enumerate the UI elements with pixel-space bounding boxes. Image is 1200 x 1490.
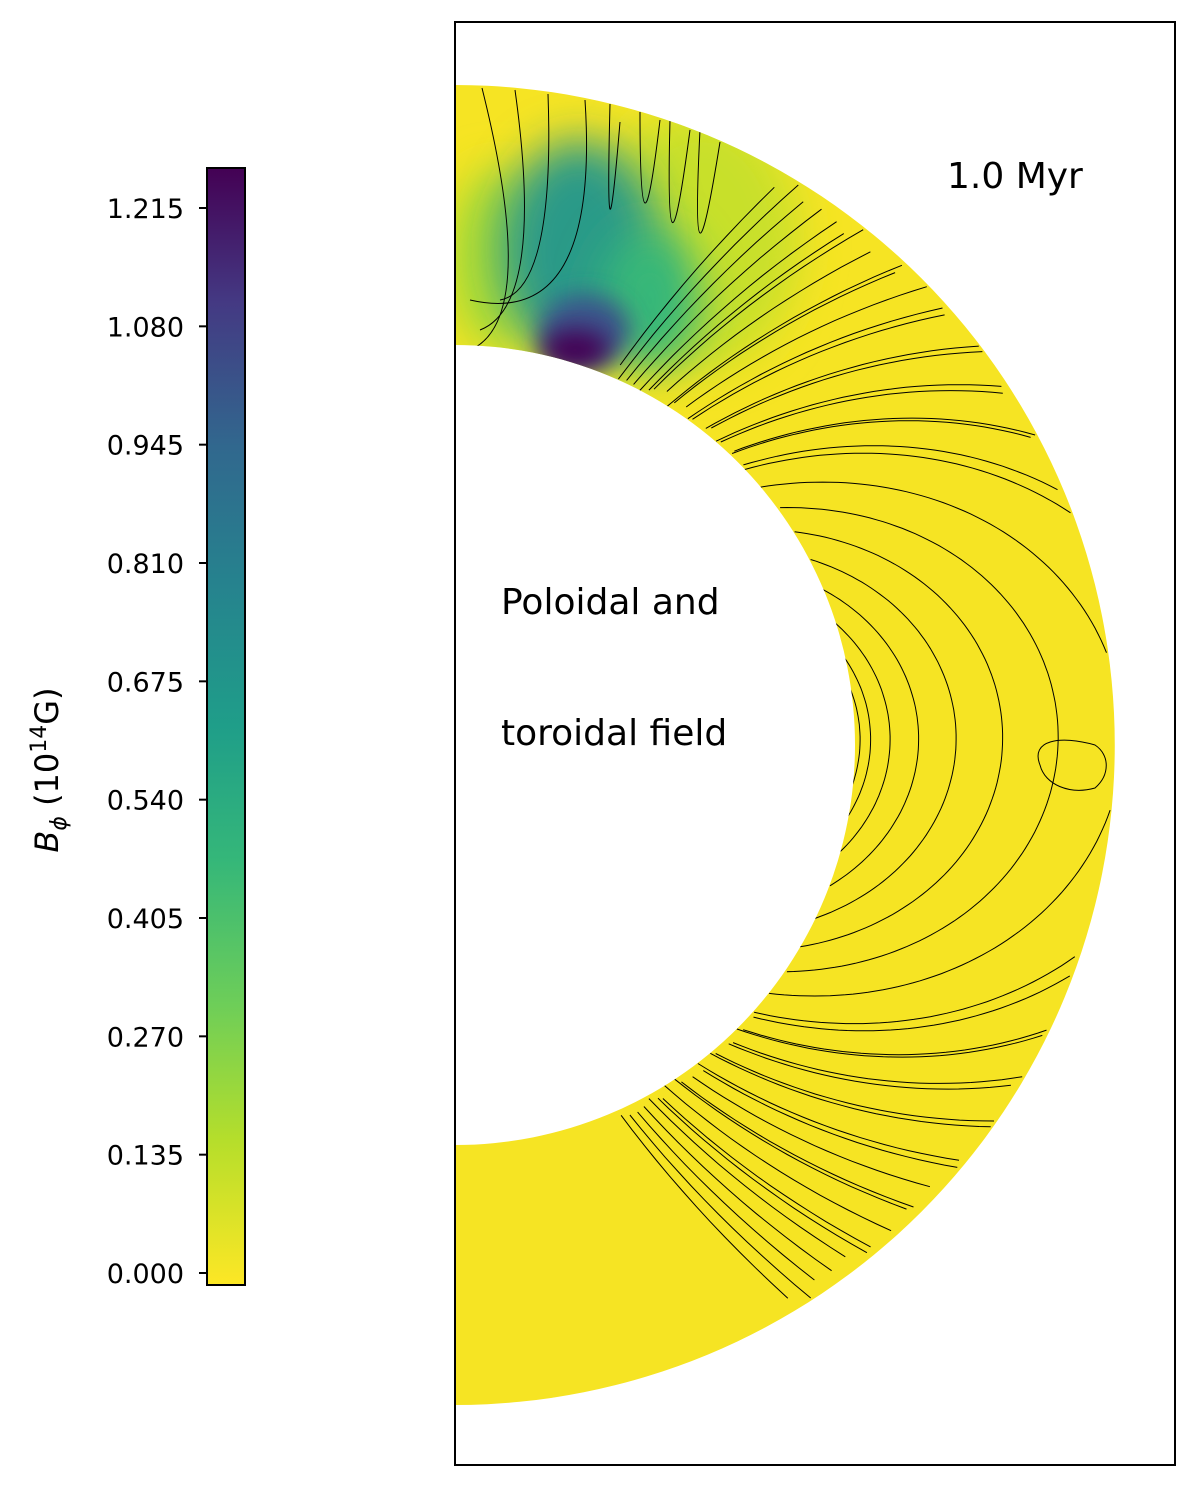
field-line xyxy=(697,129,721,234)
field-line xyxy=(608,103,621,210)
colorbar: 0.000 0.135 0.270 0.405 0.540 0.675 0.810 0.945… xyxy=(27,167,246,1290)
time-annotation: 1.0 Myr xyxy=(947,156,1083,197)
plot-area: 1.0 Myr Poloidal and toroidal field xyxy=(454,21,1176,1466)
field-line xyxy=(692,314,960,1161)
field-line xyxy=(849,688,861,785)
field-line xyxy=(731,420,1047,1056)
field-line xyxy=(794,531,1004,948)
colorbar-tick-label: 0.135 xyxy=(107,1141,184,1172)
field-line xyxy=(743,445,1071,1032)
field-line xyxy=(664,251,892,1232)
axes-frame xyxy=(454,21,1176,1466)
field-line xyxy=(810,559,957,919)
field-line xyxy=(469,87,509,351)
field-line xyxy=(619,186,789,1299)
field-line xyxy=(618,184,812,1299)
label-line2: toroidal field xyxy=(501,713,727,754)
colorbar-tick-label: 0.270 xyxy=(107,1022,184,1053)
field-line xyxy=(843,657,872,817)
colorbar-tick-label: 0.540 xyxy=(107,786,184,817)
field-line xyxy=(1037,739,1107,791)
colorbar-tick-label: 0.675 xyxy=(107,667,184,698)
colorbar-tick-label: 1.080 xyxy=(107,312,184,343)
colorbar-tick-label: 1.215 xyxy=(107,194,184,225)
field-line xyxy=(760,481,1111,997)
field-line xyxy=(734,417,1043,1058)
label-line1: Poloidal and xyxy=(501,582,720,623)
field-line xyxy=(711,351,995,1122)
colorbar-tick-label: 0.945 xyxy=(107,431,184,462)
field-line xyxy=(479,89,525,331)
colorbar-label: Bϕ (1014G) xyxy=(27,687,72,852)
field-line xyxy=(648,233,868,1254)
field-line xyxy=(638,221,846,1258)
colorbar-tick-label: 0.000 xyxy=(107,1259,184,1290)
field-line xyxy=(667,264,907,1210)
field-line xyxy=(744,452,1076,1025)
field-line xyxy=(834,622,891,852)
colorbar-tick-label: 0.810 xyxy=(107,549,184,580)
field-line xyxy=(687,307,958,1168)
colorbar-gradient xyxy=(206,167,246,1286)
field-line xyxy=(720,390,1023,1084)
field-line xyxy=(633,208,832,1272)
field-line xyxy=(653,229,871,1248)
field-line xyxy=(822,588,920,887)
field-line xyxy=(668,119,691,223)
field-line xyxy=(639,111,661,204)
field-line xyxy=(705,345,991,1128)
field-line xyxy=(685,286,931,1188)
field-line xyxy=(469,99,588,304)
field-line xyxy=(626,201,815,1281)
colorbar-tick-label: 0.405 xyxy=(107,904,184,935)
field-line xyxy=(673,272,914,1208)
field-line xyxy=(715,384,1011,1090)
field-line xyxy=(780,506,1059,973)
field-line xyxy=(499,93,550,301)
